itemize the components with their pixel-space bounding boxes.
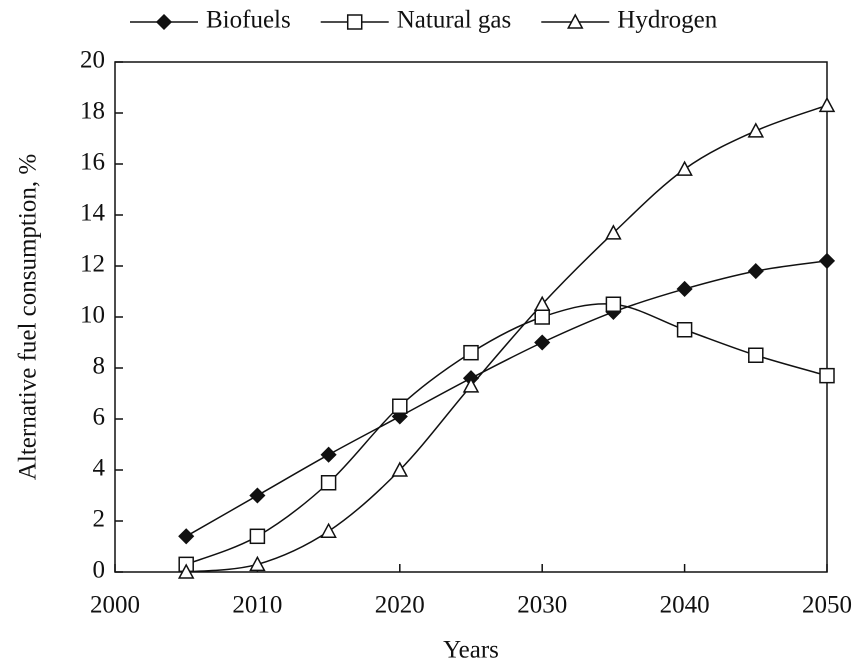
legend-label: Biofuels bbox=[206, 7, 291, 34]
y-tick-label: 16 bbox=[80, 149, 105, 176]
legend-marker bbox=[567, 13, 584, 29]
marker bbox=[249, 487, 266, 504]
y-tick-label: 2 bbox=[93, 506, 106, 533]
legend-marker bbox=[155, 13, 173, 31]
marker bbox=[605, 296, 622, 312]
x-tick-label: 2040 bbox=[660, 592, 710, 619]
legend-marker bbox=[346, 14, 363, 30]
legend-label: Hydrogen bbox=[617, 7, 717, 34]
legend-label: Natural gas bbox=[397, 7, 512, 34]
marker bbox=[676, 280, 693, 298]
marker bbox=[533, 295, 551, 311]
x-tick-label: 2000 bbox=[90, 592, 140, 619]
y-axis-label: Alternative fuel consumption, % bbox=[15, 154, 42, 480]
x-tick-label: 2030 bbox=[517, 592, 567, 619]
x-tick-label: 2010 bbox=[232, 592, 282, 619]
marker bbox=[320, 522, 337, 538]
marker bbox=[534, 309, 550, 325]
series-line bbox=[185, 260, 828, 537]
marker bbox=[463, 344, 479, 361]
y-tick-label: 12 bbox=[80, 251, 105, 278]
y-tick-label: 10 bbox=[80, 302, 105, 329]
marker bbox=[178, 528, 195, 545]
marker bbox=[534, 334, 551, 351]
y-tick-label: 6 bbox=[93, 404, 106, 431]
x-tick-label: 2050 bbox=[802, 592, 852, 619]
x-tick-label: 2020 bbox=[375, 592, 425, 619]
y-tick-label: 20 bbox=[80, 47, 105, 74]
marker bbox=[249, 528, 266, 545]
y-tick-label: 14 bbox=[80, 200, 106, 227]
y-tick-label: 0 bbox=[93, 557, 106, 584]
marker bbox=[392, 398, 408, 414]
marker bbox=[747, 122, 765, 138]
marker bbox=[819, 367, 835, 384]
series-line bbox=[186, 104, 828, 573]
marker bbox=[605, 224, 622, 240]
marker bbox=[676, 160, 693, 176]
y-tick-label: 8 bbox=[93, 353, 106, 380]
marker bbox=[249, 555, 266, 572]
marker bbox=[818, 252, 836, 269]
y-tick-label: 18 bbox=[80, 98, 105, 125]
plot-frame bbox=[114, 61, 828, 573]
marker bbox=[391, 461, 409, 477]
marker bbox=[747, 263, 764, 280]
marker bbox=[320, 446, 337, 463]
marker bbox=[818, 96, 836, 113]
marker bbox=[676, 322, 693, 338]
x-axis-label: Years bbox=[443, 637, 499, 664]
marker bbox=[462, 377, 480, 393]
y-tick-label: 4 bbox=[93, 455, 106, 482]
marker bbox=[748, 347, 764, 363]
marker bbox=[177, 563, 195, 579]
marker bbox=[320, 475, 337, 491]
series-line bbox=[185, 303, 828, 566]
